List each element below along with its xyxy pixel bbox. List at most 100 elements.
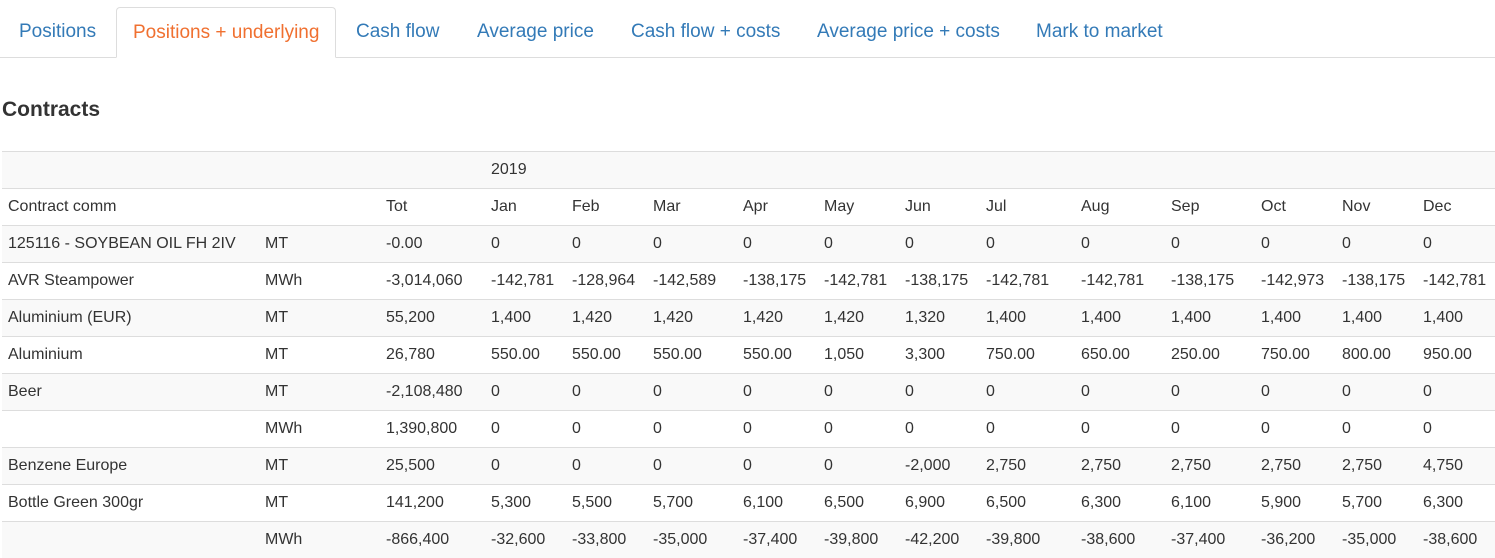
month-value-cell: 0 — [1423, 420, 1432, 437]
month-value-cell: 6,300 — [1081, 494, 1122, 511]
month-value-cell: 750.00 — [1261, 346, 1310, 363]
month-value-cell: -35,000 — [653, 531, 708, 548]
month-value-cell: 1,050 — [824, 346, 865, 363]
month-value-cell: 0 — [824, 235, 833, 252]
month-value-cell: -142,781 — [491, 272, 555, 289]
month-value-cell: -38,600 — [1081, 531, 1136, 548]
month-value-cell: 0 — [1423, 235, 1432, 252]
unit-cell: MT — [265, 383, 289, 400]
unit-cell: MWh — [265, 420, 303, 437]
unit-cell: MWh — [265, 531, 303, 548]
month-value-cell: -138,175 — [905, 272, 969, 289]
month-value-cell: 0 — [743, 235, 752, 252]
unit-cell: MWh — [265, 272, 303, 289]
tab-average-price-costs[interactable]: Average price + costs — [817, 21, 1000, 42]
section-title: Contracts — [2, 98, 101, 121]
tab-positions-underlying[interactable]: Positions + underlying — [116, 7, 336, 58]
month-value-cell: 0 — [1081, 235, 1090, 252]
month-value-cell: -128,964 — [572, 272, 636, 289]
column-header-tot: Tot — [386, 198, 408, 215]
month-value-cell: -142,973 — [1261, 272, 1325, 289]
total-cell: 25,500 — [386, 457, 435, 474]
table-row: MWh -866,400 -32,600 -33,800 -35,000 -37,400 -… — [2, 521, 1495, 558]
month-value-cell: -37,400 — [743, 531, 798, 548]
column-header-sep: Sep — [1171, 198, 1200, 215]
month-value-cell: 0 — [653, 457, 662, 474]
month-value-cell: 2,750 — [1081, 457, 1122, 474]
month-value-cell: 2,750 — [1261, 457, 1302, 474]
column-header-jun: Jun — [905, 198, 931, 215]
month-value-cell: -142,781 — [824, 272, 888, 289]
month-value-cell: 550.00 — [491, 346, 540, 363]
contract-name-cell: Aluminium — [8, 346, 83, 363]
table-row: MWh 1,390,800 0 0 0 0 0 0 0 0 0 0 0 0 — [2, 410, 1495, 447]
month-value-cell: 1,400 — [1342, 309, 1383, 326]
month-value-cell: 6,900 — [905, 494, 946, 511]
month-value-cell: 5,900 — [1261, 494, 1302, 511]
month-value-cell: 750.00 — [986, 346, 1035, 363]
month-value-cell: 4,750 — [1423, 457, 1464, 474]
month-value-cell: 0 — [1342, 420, 1351, 437]
column-header-contract: Contract comm — [8, 198, 117, 215]
month-value-cell: 1,420 — [653, 309, 694, 326]
tab-positions[interactable]: Positions — [19, 21, 97, 42]
unit-cell: MT — [265, 235, 289, 252]
month-value-cell: 6,100 — [743, 494, 784, 511]
month-value-cell: 0 — [743, 420, 752, 437]
month-value-cell: 5,300 — [491, 494, 532, 511]
month-value-cell: -138,175 — [1171, 272, 1235, 289]
tab-mark-to-market[interactable]: Mark to market — [1036, 21, 1163, 42]
tab-cash-flow-costs[interactable]: Cash flow + costs — [631, 21, 781, 42]
total-cell: -2,108,480 — [386, 383, 463, 400]
month-value-cell: -142,589 — [653, 272, 717, 289]
month-value-cell: 6,500 — [824, 494, 865, 511]
month-value-cell: 800.00 — [1342, 346, 1391, 363]
contract-name-cell: Benzene Europe — [8, 457, 128, 474]
month-value-cell: 1,420 — [572, 309, 613, 326]
table-row: Aluminium MT 26,780 550.00 550.00 550.00 550.0… — [2, 336, 1495, 373]
month-value-cell: 0 — [1081, 420, 1090, 437]
month-value-cell: 0 — [1261, 420, 1270, 437]
month-value-cell: 0 — [905, 235, 914, 252]
month-value-cell: 2,750 — [986, 457, 1027, 474]
month-value-cell: 0 — [1342, 383, 1351, 400]
month-value-cell: 5,700 — [1342, 494, 1383, 511]
month-value-cell: 0 — [1261, 235, 1270, 252]
total-cell: -0.00 — [386, 235, 423, 252]
month-value-cell: 3,300 — [905, 346, 946, 363]
month-value-cell: 0 — [1261, 383, 1270, 400]
month-value-cell: 0 — [1171, 235, 1180, 252]
total-cell: -3,014,060 — [386, 272, 463, 289]
month-value-cell: 1,420 — [824, 309, 865, 326]
month-value-cell: -35,000 — [1342, 531, 1397, 548]
month-value-cell: 0 — [1423, 383, 1432, 400]
month-value-cell: -32,600 — [491, 531, 546, 548]
table-row: 125116 - SOYBEAN OIL FH 2IV MT -0.00 0 0 0 0 0 0… — [2, 225, 1495, 262]
table-row: AVR Steampower MWh -3,014,060 -142,781 -128,… — [2, 262, 1495, 299]
month-value-cell: 1,400 — [1081, 309, 1122, 326]
column-header-may: May — [824, 198, 855, 215]
unit-cell: MT — [265, 309, 289, 326]
month-value-cell: 1,400 — [1261, 309, 1302, 326]
month-value-cell: 0 — [572, 457, 581, 474]
month-value-cell: 0 — [824, 383, 833, 400]
month-value-cell: 5,700 — [653, 494, 694, 511]
month-value-cell: -138,175 — [743, 272, 807, 289]
month-value-cell: 650.00 — [1081, 346, 1130, 363]
table-row: Beer MT -2,108,480 0 0 0 0 0 0 0 0 0 0 0 0 — [2, 373, 1495, 410]
month-value-cell: -38,600 — [1423, 531, 1478, 548]
month-value-cell: 0 — [905, 420, 914, 437]
column-header-oct: Oct — [1261, 198, 1286, 215]
total-cell: 55,200 — [386, 309, 435, 326]
tab-average-price[interactable]: Average price — [477, 21, 594, 42]
month-value-cell: 0 — [653, 235, 662, 252]
column-header-row: Contract comm Tot Jan Feb Mar Apr May Jun Jul Aug… — [2, 188, 1495, 225]
month-value-cell: 550.00 — [653, 346, 702, 363]
month-value-cell: 5,500 — [572, 494, 613, 511]
column-header-mar: Mar — [653, 198, 681, 215]
month-value-cell: 0 — [905, 383, 914, 400]
tab-cash-flow[interactable]: Cash flow — [356, 21, 440, 42]
column-header-apr: Apr — [743, 198, 768, 215]
month-value-cell: 0 — [986, 420, 995, 437]
column-header-feb: Feb — [572, 198, 600, 215]
